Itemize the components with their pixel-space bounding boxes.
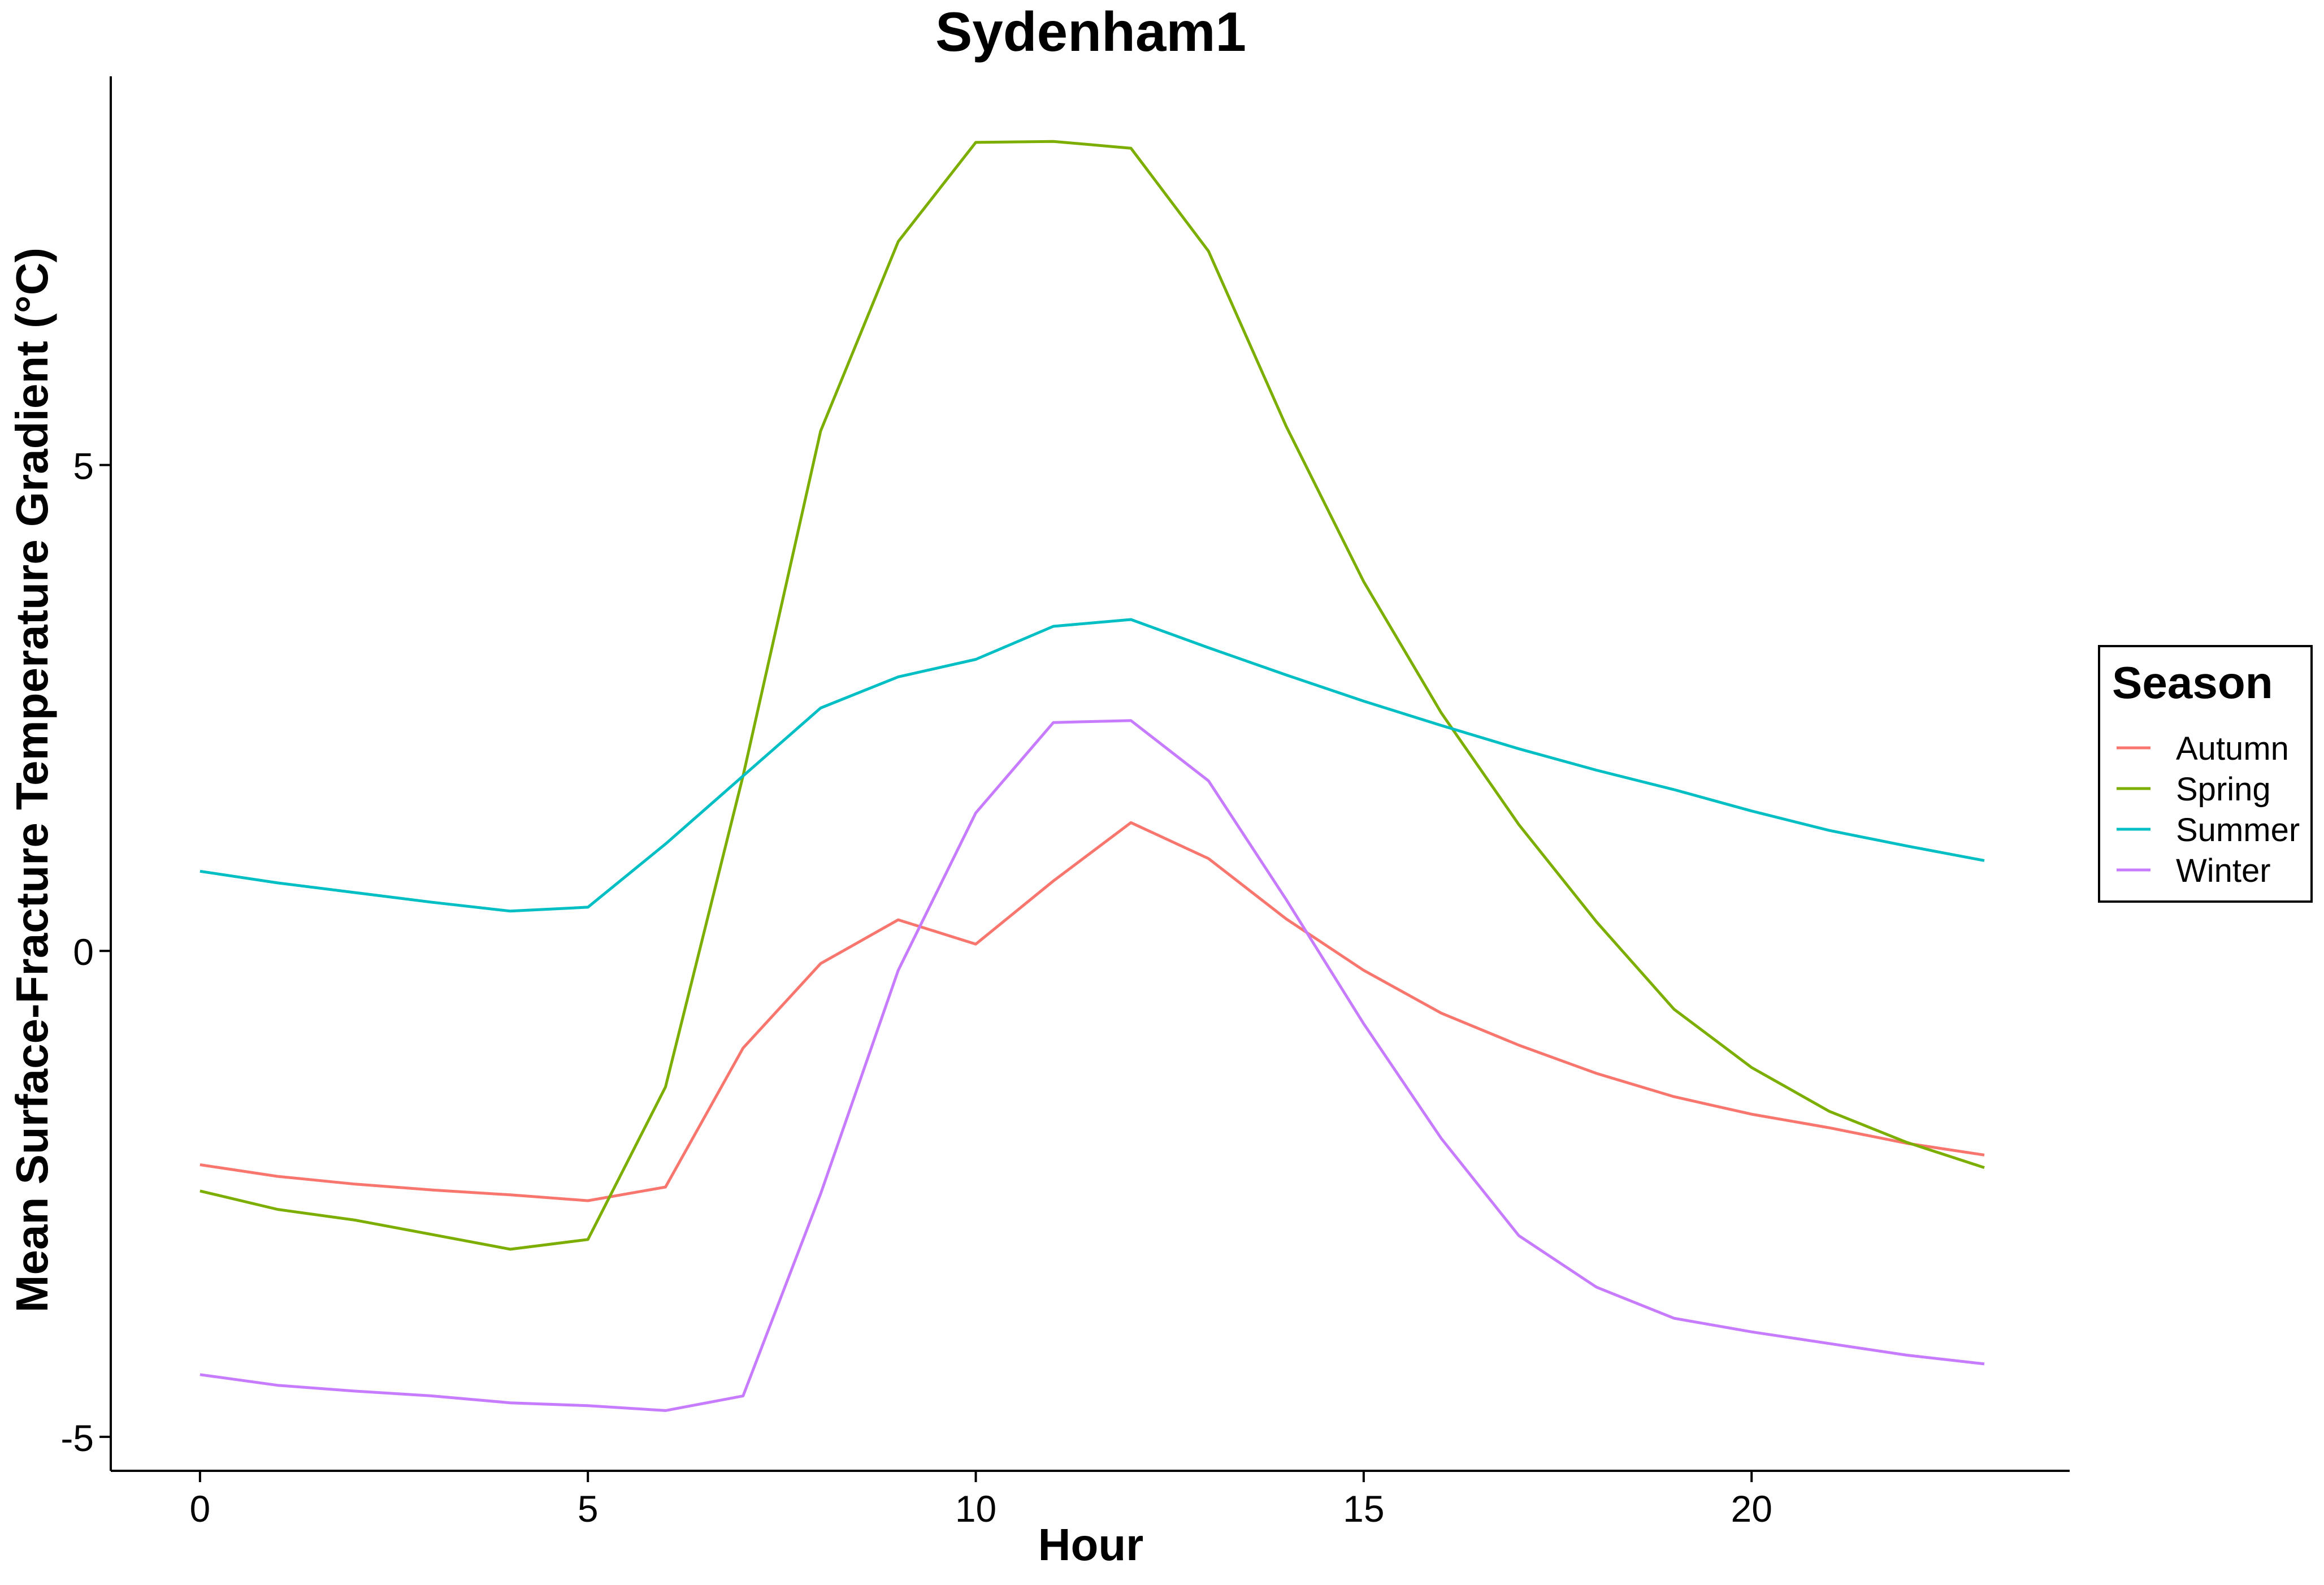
legend-label-autumn: Autumn (2176, 730, 2289, 767)
y-axis-label: Mean Surface-Fracture Temperature Gradie… (7, 248, 57, 1313)
chart-title: Sydenham1 (935, 1, 1246, 63)
series-layer (200, 140, 1985, 1412)
y-tick-label: 5 (73, 445, 94, 487)
series-line-summer (200, 618, 1985, 913)
legend-label-summer: Summer (2176, 812, 2300, 848)
legend-label-winter: Winter (2176, 852, 2271, 889)
x-tick-label: 15 (1343, 1488, 1384, 1530)
legend-box (2098, 645, 2313, 903)
y-axis-ticks: -5 0 5 (60, 445, 111, 1459)
legend-title: Season (2112, 657, 2273, 708)
y-tick-label: -5 (60, 1417, 94, 1459)
series-line-spring (200, 140, 1985, 1251)
x-axis-ticks: 0 5 10 15 20 (189, 1471, 1772, 1530)
x-axis-label: Hour (1038, 1519, 1144, 1570)
legend-items: Autumn Spring Summer Winter (2117, 730, 2300, 889)
series-line-winter (200, 719, 1985, 1412)
x-tick-label: 5 (578, 1488, 599, 1530)
y-tick-label: 0 (73, 931, 94, 973)
series-line-autumn (200, 821, 1985, 1202)
x-tick-label: 10 (955, 1488, 996, 1530)
legend-label-spring: Spring (2176, 771, 2271, 808)
x-tick-label: 0 (189, 1488, 210, 1530)
x-tick-label: 20 (1731, 1488, 1772, 1530)
legend: Season Autumn Spring Summer Winter (2098, 645, 2313, 903)
